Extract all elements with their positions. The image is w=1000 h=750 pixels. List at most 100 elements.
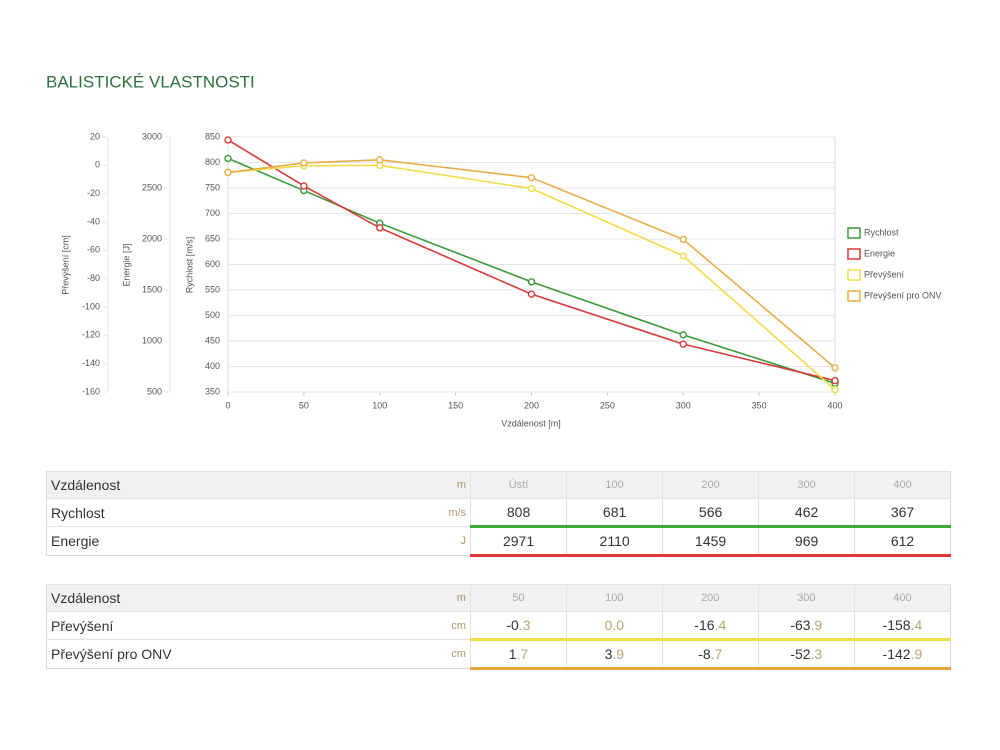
value-cell: -142.9 (853, 639, 951, 670)
y-tick-label: 650 (205, 233, 220, 243)
data-point (679, 235, 687, 244)
data-point (224, 136, 232, 144)
data-point (376, 156, 384, 164)
header-cell: 50 (469, 584, 567, 612)
x-axis-title: Vzdálenost [m] (501, 418, 561, 428)
x-tick-label: 0 (225, 400, 230, 410)
legend-label: Energie (864, 248, 895, 258)
header-cell: 300 (757, 584, 855, 612)
legend-swatch (847, 269, 861, 281)
x-tick-label: 100 (372, 400, 387, 410)
y3-tick-label: -80 (87, 273, 100, 283)
header-cell: m (416, 584, 471, 612)
table: Vzdálenost m Ústí 100 200 300 400 Rychlost m/s 80… (46, 471, 951, 557)
header-cell: 200 (661, 584, 759, 612)
value-cell: 367 (854, 498, 951, 528)
y2-tick-label: 1500 (142, 284, 162, 294)
header-cell: m (416, 471, 471, 499)
value-cell: -63.9 (757, 611, 855, 641)
y3-tick-label: -60 (87, 245, 100, 255)
series-line (227, 139, 836, 382)
table: Vzdálenost m 50 100 200 300 400 Převýšení cm -0.3… (46, 584, 951, 670)
row-unit: cm (416, 611, 471, 640)
row-label: Rychlost (46, 498, 417, 527)
y3-tick-label: -120 (82, 330, 100, 340)
legend-swatch (847, 248, 861, 260)
row-unit: cm (416, 639, 471, 669)
x-tick-label: 250 (600, 400, 615, 410)
y-tick-label: 700 (205, 208, 220, 218)
data-point (224, 154, 232, 163)
value-cell: -16.4 (661, 611, 759, 641)
value-cell: 3.9 (565, 639, 663, 670)
value-cell: 2971 (470, 526, 567, 557)
y3-tick-label: 0 (95, 160, 100, 170)
y-tick-label: 850 (205, 131, 220, 141)
value-cell: -0.3 (469, 611, 567, 641)
legend-label: Převýšení pro ONV (864, 290, 942, 300)
table-row: Převýšení cm -0.3 0.0 -16.4 -63.9 -158.4 (46, 611, 951, 641)
data-point (679, 331, 687, 339)
chart: BALISTICKÉ VLASTNOSTI Převýšení [cm] Ene… (46, 72, 942, 428)
value-cell: 0.0 (565, 611, 663, 641)
series-line (227, 159, 836, 369)
y3-tick-label: -20 (87, 188, 100, 198)
header-cell: 200 (662, 471, 759, 499)
header-cell: 400 (853, 584, 951, 612)
data-point (527, 173, 536, 182)
y2-tick-label: 2500 (142, 182, 162, 192)
y-tick-label: 350 (205, 386, 220, 396)
data-point (300, 182, 308, 190)
y3-tick-label: -40 (87, 216, 100, 226)
data-point (527, 278, 536, 286)
data-point (527, 290, 536, 298)
data-point (831, 376, 839, 385)
y2-axis-title: Energie [J] (121, 243, 131, 286)
y-axis-title: Rychlost [m/s] (184, 237, 194, 294)
header-cell: 100 (566, 471, 663, 499)
y-tick-label: 400 (205, 361, 220, 371)
value-cell: 1459 (662, 526, 759, 557)
value-cell: 969 (758, 526, 855, 557)
data-point (679, 252, 687, 260)
y3-tick-label: -160 (82, 386, 100, 396)
value-cell: -158.4 (853, 611, 951, 641)
series-line (227, 157, 836, 385)
data-point (224, 168, 232, 177)
value-cell: 2110 (566, 526, 663, 557)
y3-tick-label: -140 (82, 358, 100, 368)
table-header: Vzdálenost m 50 100 200 300 400 (46, 584, 951, 612)
y-tick-label: 750 (205, 182, 220, 192)
value-cell: 808 (470, 498, 567, 528)
data-point (679, 340, 687, 348)
data-point (527, 184, 536, 193)
header-cell: 300 (758, 471, 855, 499)
y-tick-label: 500 (205, 310, 220, 320)
x-tick-label: 400 (827, 400, 842, 410)
header-cell: Vzdálenost (46, 584, 417, 612)
table-row: Rychlost m/s 808 681 566 462 367 (46, 498, 951, 528)
value-cell: -8.7 (661, 639, 759, 670)
header-cell: 400 (854, 471, 951, 499)
table-row: Energie J 2971 2110 1459 969 612 (46, 526, 951, 557)
row-label: Převýšení pro ONV (46, 639, 417, 669)
data-point (831, 364, 839, 372)
row-label: Převýšení (46, 611, 417, 640)
value-cell: -52.3 (757, 639, 855, 670)
y-tick-label: 800 (205, 157, 220, 167)
x-tick-label: 300 (676, 400, 691, 410)
table-header: Vzdálenost m Ústí 100 200 300 400 (46, 471, 951, 499)
y2-tick-label: 2000 (142, 233, 162, 243)
x-tick-label: 50 (299, 400, 309, 410)
header-cell: Vzdálenost (46, 471, 417, 499)
data-point (831, 386, 839, 394)
row-unit: J (416, 526, 471, 556)
value-cell: 612 (854, 526, 951, 557)
header-cell: 100 (565, 584, 663, 612)
table-row: Převýšení pro ONV cm 1.7 3.9 -8.7 -52.3 -142.9 (46, 639, 951, 670)
data-point (300, 159, 308, 167)
legend-label: Rychlost (864, 227, 899, 237)
value-cell: 462 (758, 498, 855, 528)
y3-tick-label: -100 (82, 301, 100, 311)
